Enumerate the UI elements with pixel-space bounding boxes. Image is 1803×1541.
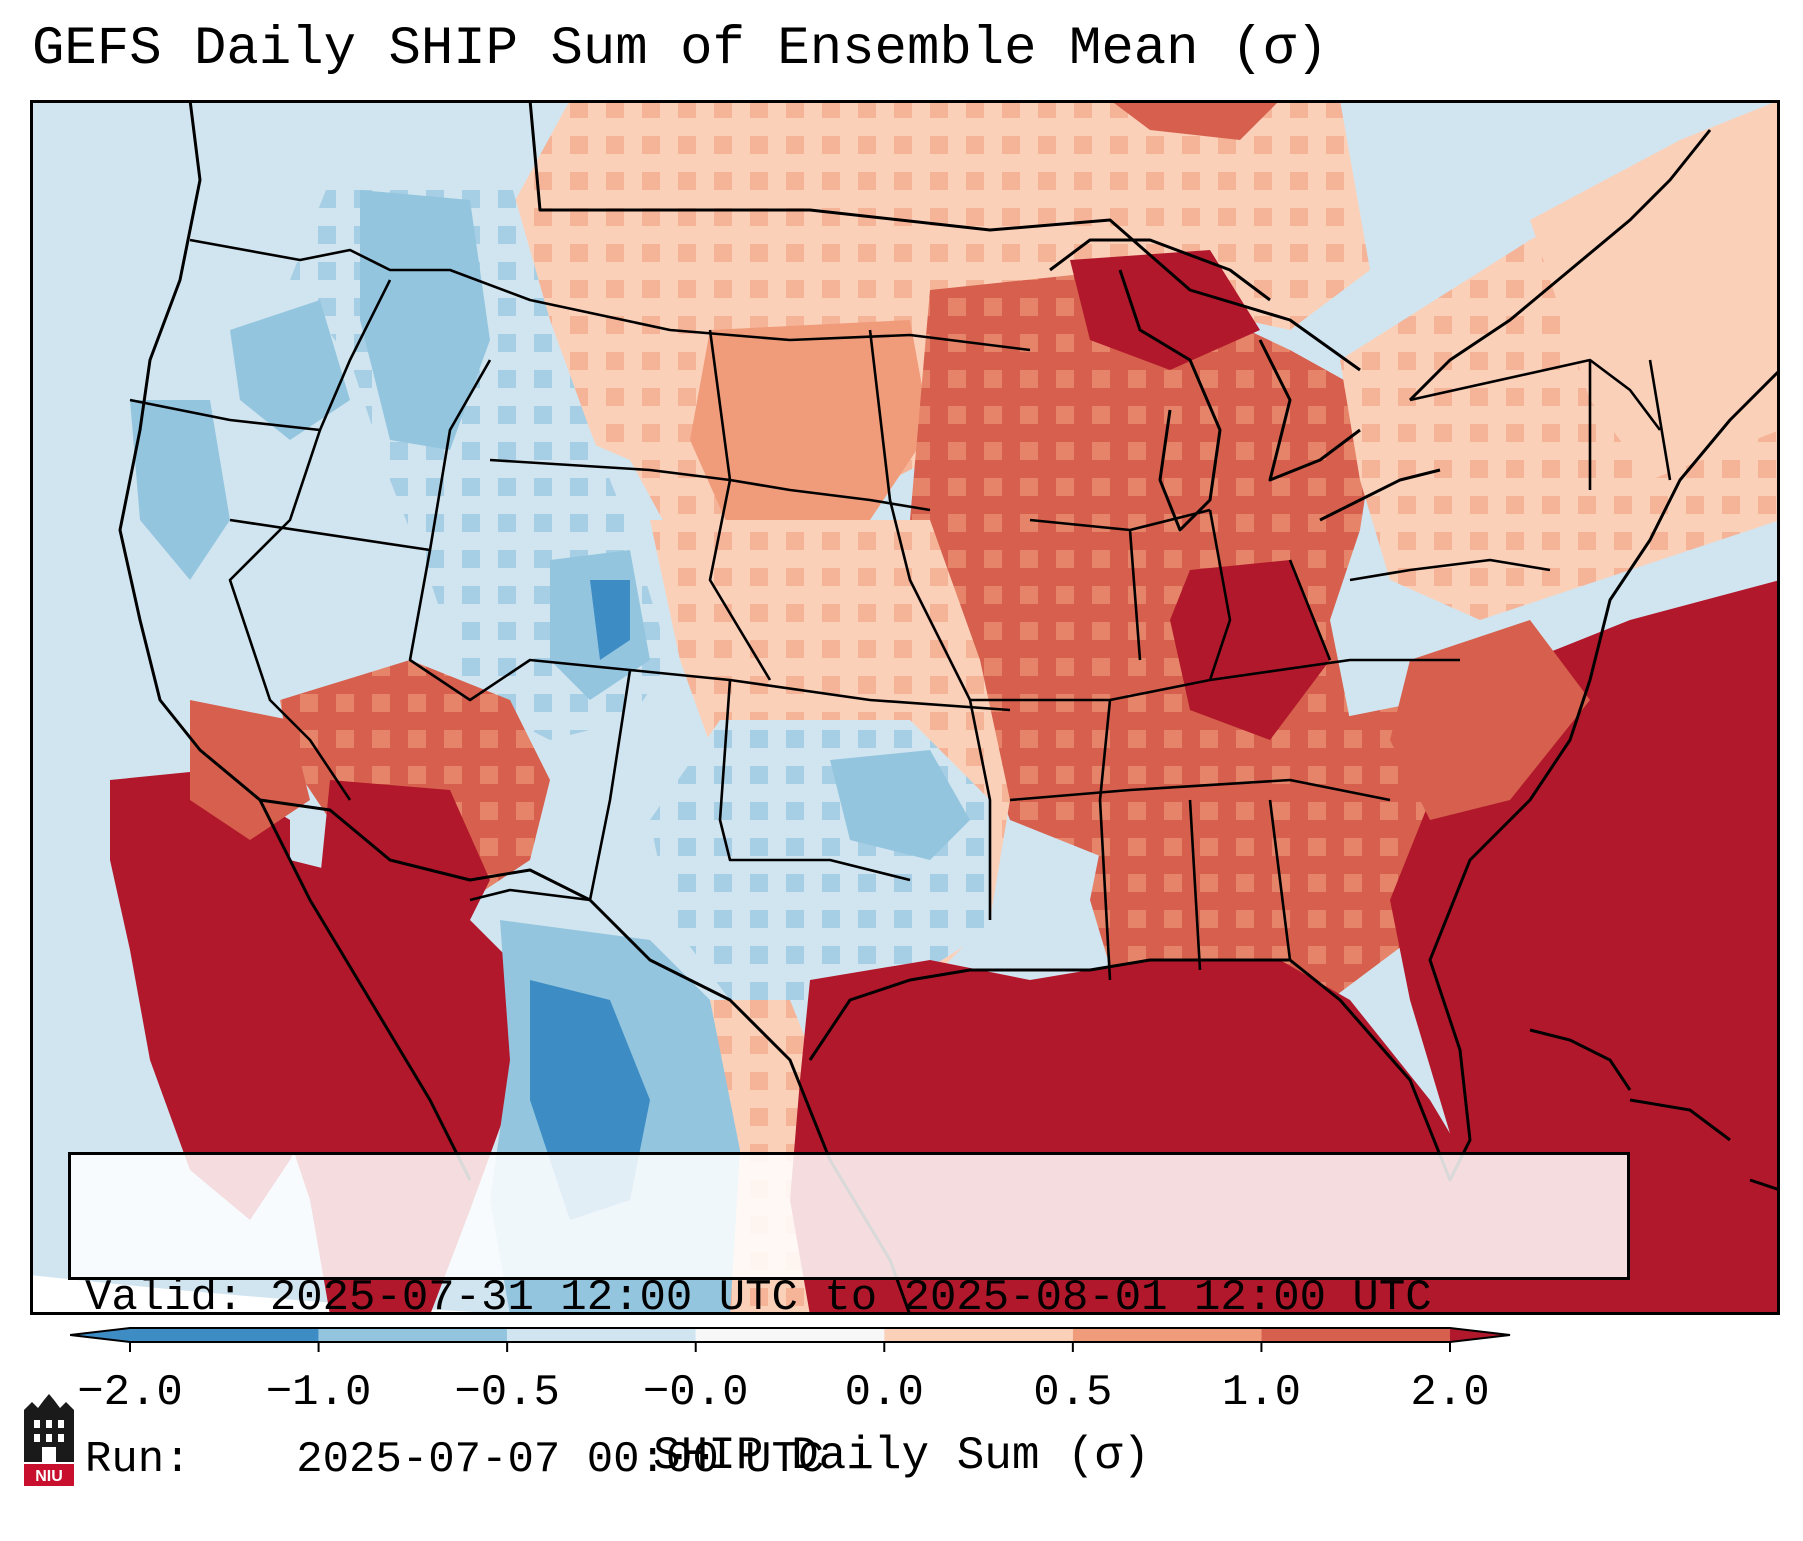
valid-line: Valid: 2025-07-31 12:00 UTC to 2025-08-0… (85, 1271, 1613, 1325)
run-line: Run: 2025-07-07 00:00 UTC (85, 1433, 1613, 1487)
colorbar-label: SHIP Daily Sum (σ) (653, 1430, 1150, 1482)
colorbar-ticks: −2.0 −1.0 −0.5 −0.0 0.0 0.5 1.0 2.0 (77, 1342, 1490, 1418)
anomaly-region-oregon (230, 300, 350, 440)
colorbar: −2.0 −1.0 −0.5 −0.0 0.0 0.5 1.0 2.0 (70, 1327, 1511, 1418)
caribbean-islands (1529, 1028, 1780, 1192)
anomaly-region-colorado-core (590, 580, 630, 660)
anomaly-region-california-coast (130, 400, 230, 580)
anomaly-region-pacific-sw (110, 770, 330, 1220)
anomaly-region-southwest (280, 660, 550, 900)
colorbar-segment (507, 1328, 696, 1342)
anomaly-region-carolina-coast (1390, 620, 1590, 820)
colorbar-segment (695, 1328, 885, 1342)
chart-title: GEFS Daily SHIP Sum of Ensemble Mean (σ) (32, 19, 1329, 80)
logo-text: NIU (35, 1468, 63, 1485)
anomaly-region-upper-lakes (1110, 100, 1280, 140)
state-borders (129, 238, 1672, 981)
anomaly-region-idaho (360, 190, 490, 450)
colorbar-segment (1072, 1328, 1262, 1342)
colorbar-tick-label: 0.0 (845, 1368, 924, 1418)
map-frame (30, 100, 1780, 1315)
anomaly-region-socal (190, 700, 310, 840)
run-label: Run: (85, 1435, 191, 1485)
colorbar-tick-label: −0.0 (643, 1368, 749, 1418)
colorbar-extend-low (70, 1328, 130, 1342)
anomaly-region-canada-north (950, 100, 1370, 330)
colorbar-tick-label: −1.0 (266, 1368, 372, 1418)
colorbar-tick-label: 0.5 (1033, 1368, 1112, 1418)
colorbar-segments (70, 1327, 1511, 1343)
valid-label: Valid: (85, 1273, 244, 1323)
anomaly-region-oklahoma (830, 750, 970, 860)
ship-anomaly-map (30, 100, 1780, 1315)
colorbar-tick-label: 2.0 (1410, 1368, 1489, 1418)
anomaly-region-dakotas (690, 320, 930, 530)
anomaly-region-great-lakes-dark (1070, 250, 1260, 370)
niu-logo: NIU (24, 1394, 74, 1486)
colorbar-segment (318, 1328, 508, 1342)
anomaly-region-southeast (1090, 700, 1490, 1030)
colorbar-extend-high (1450, 1328, 1510, 1342)
colorbar-segment (130, 1328, 319, 1342)
colorbar-segment (884, 1328, 1073, 1342)
valid-value: 2025-07-31 12:00 UTC to 2025-08-01 12:00… (269, 1273, 1432, 1323)
colorbar-segment (1261, 1328, 1450, 1342)
colorbar-tick-label: −2.0 (77, 1368, 183, 1418)
valid-run-info-box: Valid: 2025-07-31 12:00 UTC to 2025-08-0… (68, 1152, 1630, 1485)
colorbar-tick-label: 1.0 (1222, 1368, 1301, 1418)
anomaly-region-new-england (1530, 100, 1780, 480)
colorbar-tick-label: −0.5 (454, 1368, 560, 1418)
run-value: 2025-07-07 00:00 UTC (296, 1435, 825, 1485)
anomaly-region-ohio-valley (1170, 560, 1330, 740)
